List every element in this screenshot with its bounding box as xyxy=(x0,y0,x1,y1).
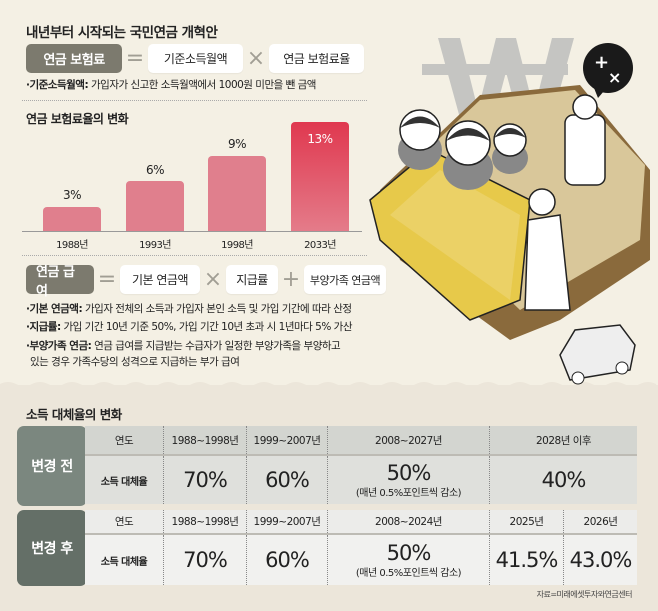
value-cell: 43.0% xyxy=(563,535,637,585)
bar-value-2033: 13% xyxy=(307,132,333,146)
note-term: ·기준소득월액: xyxy=(26,79,89,91)
divider xyxy=(22,255,367,256)
car-icon xyxy=(559,324,636,385)
note-text: 가입 기간 10년 기준 50%, 가입 기간 10년 초과 시 1년마다 5%… xyxy=(60,321,353,333)
x-label-1988: 1988년 xyxy=(56,240,88,251)
value: 50% xyxy=(386,461,432,485)
tag-after: 변경 후 xyxy=(17,510,87,586)
x-label-1998: 1998년 xyxy=(221,240,253,251)
note-term: ·기본 연금액: xyxy=(26,303,83,315)
wave-divider xyxy=(0,382,658,392)
multiply-icon: × xyxy=(246,46,266,71)
svg-text:×: × xyxy=(608,68,621,87)
period: 2025년 xyxy=(489,510,563,533)
table-row-header: 연도 1988~1998년 1999~2007년 2008~2027년 2028… xyxy=(85,426,637,456)
equals-icon: = xyxy=(97,267,117,292)
note-text: 있는 경우 가족수당의 성격으로 지급하는 부가 급여 xyxy=(30,356,240,368)
page-title: 내년부터 시작되는 국민연금 개혁안 xyxy=(26,25,218,41)
value-cell: 60% xyxy=(246,456,327,504)
note-term: ·지급률: xyxy=(26,321,61,333)
header-label: 연도 xyxy=(114,434,134,447)
calculator-bubble-icon: + × xyxy=(583,43,633,98)
benefit-formula: 연금 급여 = 기본 연금액 × 지급률 + 부양가족 연금액 xyxy=(26,265,386,299)
period: 1999~2007년 xyxy=(246,426,327,454)
value-cell: 41.5% xyxy=(489,535,563,585)
bar-chart: 3% 6% 9% 13% xyxy=(22,118,362,232)
plus-icon: + xyxy=(281,267,301,292)
value-cell: 60% xyxy=(246,535,327,585)
note-text: 가입자가 신고한 소득월액에서 1000원 미만을 뺀 금액 xyxy=(88,79,316,91)
benefit-term-base: 기본 연금액 xyxy=(120,265,200,294)
value-cell: 40% xyxy=(489,456,637,504)
multiply-icon: × xyxy=(203,267,223,292)
premium-formula: 연금 보험료 = 기준소득월액 × 연금 보험료율 xyxy=(26,44,364,73)
period: 1988~1998년 xyxy=(163,426,246,454)
table-row-values: 소득 대체율 70% 60% 50% (매년 0.5%포인트씩 감소) 40% xyxy=(85,456,637,504)
bar-value-1988: 3% xyxy=(62,188,82,202)
bar-2033 xyxy=(291,122,349,232)
benefit-note-family: ·부양가족 연금: 연금 급여를 지급받는 수급자가 일정한 부양가족을 부양하… xyxy=(26,339,341,354)
value-cell: 50% (매년 0.5%포인트씩 감소) xyxy=(327,456,489,504)
bar-1998 xyxy=(208,156,266,232)
value: 50% xyxy=(386,541,432,565)
benefit-result-pill: 연금 급여 xyxy=(26,265,94,299)
value: 60% xyxy=(265,548,310,572)
period: 2008~2027년 xyxy=(327,426,489,454)
period: 2028년 이후 xyxy=(489,426,637,454)
divider xyxy=(22,100,367,101)
table-row-header: 연도 1988~1998년 1999~2007년 2008~2024년 2025… xyxy=(85,510,637,535)
value: 40% xyxy=(541,468,587,492)
x-label-2033: 2033년 xyxy=(304,240,336,251)
value-label: 소득 대체율 xyxy=(100,556,148,568)
x-label-1993: 1993년 xyxy=(139,240,171,251)
note-text: 가입자 전체의 소득과 가입자 본인 소득 및 가입 기간에 따라 산정 xyxy=(82,303,352,315)
table-row-values: 소득 대체율 70% 60% 50% (매년 0.5%포인트씩 감소) 41.5%… xyxy=(85,535,637,585)
premium-result-pill: 연금 보험료 xyxy=(26,44,122,73)
man-figure-icon xyxy=(564,94,606,186)
value: 60% xyxy=(265,468,310,492)
replacement-title: 소득 대체율의 변화 xyxy=(26,407,122,422)
note-term: ·부양가족 연금: xyxy=(26,340,92,352)
value: 70% xyxy=(183,548,228,572)
source-credit: 자료=미래에셋투자와연금센터 xyxy=(536,590,633,599)
grid-after: 연도 1988~1998년 1999~2007년 2008~2024년 2025… xyxy=(85,510,637,585)
family-figures-icon xyxy=(398,109,528,190)
note-text: 연금 급여를 지급받는 수급자가 일정한 부양가족을 부양하고 xyxy=(91,340,341,352)
bar-value-1998: 9% xyxy=(227,137,247,151)
equals-icon: = xyxy=(125,46,145,71)
chart-title: 연금 보험료율의 변화 xyxy=(26,112,129,126)
svg-text:+: + xyxy=(594,52,609,73)
tag-before: 변경 전 xyxy=(17,426,87,506)
value-note: (매년 0.5%포인트씩 감소) xyxy=(355,488,462,499)
benefit-note-family-cont: 있는 경우 가족수당의 성격으로 지급하는 부가 급여 xyxy=(30,355,240,370)
value-note: (매년 0.5%포인트씩 감소) xyxy=(355,568,462,579)
value-label: 소득 대체율 xyxy=(100,476,148,488)
benefit-term-rate: 지급률 xyxy=(226,265,278,294)
period: 2008~2024년 xyxy=(327,510,489,533)
value-cell: 50% (매년 0.5%포인트씩 감소) xyxy=(327,535,489,585)
benefit-note-rate: ·지급률: 가입 기간 10년 기준 50%, 가입 기간 10년 초과 시 1… xyxy=(26,320,353,335)
value: 41.5% xyxy=(495,548,559,572)
bar-value-1993: 6% xyxy=(145,163,165,177)
benefit-note-base: ·기본 연금액: 가입자 전체의 소득과 가입자 본인 소득 및 가입 기간에 … xyxy=(26,302,352,317)
period: 1988~1998년 xyxy=(163,510,246,533)
woman-figure-icon xyxy=(524,188,571,311)
value: 70% xyxy=(183,468,228,492)
period: 2026년 xyxy=(563,510,637,533)
pension-illustration: + × xyxy=(369,38,650,385)
value-cell: 70% xyxy=(163,535,246,585)
premium-term-income: 기준소득월액 xyxy=(148,44,243,73)
benefit-term-family: 부양가족 연금액 xyxy=(304,265,386,294)
value: 43.0% xyxy=(569,548,633,572)
period: 1999~2007년 xyxy=(246,510,327,533)
grid-before: 연도 1988~1998년 1999~2007년 2008~2027년 2028… xyxy=(85,426,637,504)
bar-1988 xyxy=(43,207,101,232)
value-cell: 70% xyxy=(163,456,246,504)
premium-term-rate: 연금 보험료율 xyxy=(269,44,364,73)
header-label: 연도 xyxy=(114,516,134,528)
x-axis xyxy=(22,231,362,232)
bar-1993 xyxy=(126,181,184,232)
premium-note: ·기준소득월액: 가입자가 신고한 소득월액에서 1000원 미만을 뺀 금액 xyxy=(26,78,316,93)
